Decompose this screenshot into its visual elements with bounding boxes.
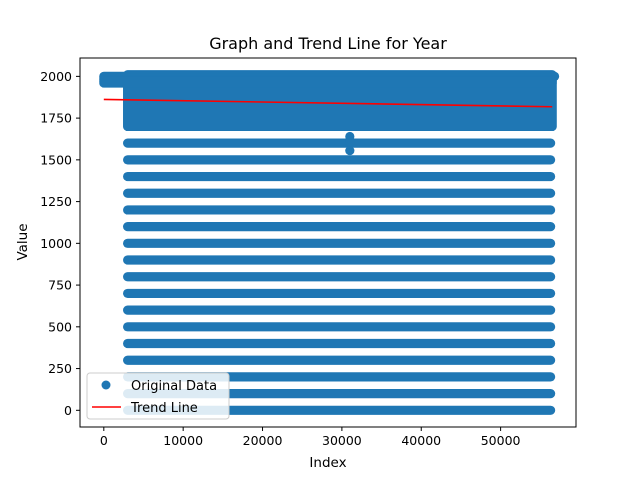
y-tick-label-1750: 1750 <box>40 111 72 126</box>
data-level-1100 <box>123 222 556 232</box>
data-level-1200 <box>123 205 556 215</box>
y-tick-label-500: 500 <box>48 319 72 334</box>
y-tick-label-1250: 1250 <box>40 194 72 209</box>
data-level-200 <box>123 372 556 382</box>
x-axis: 0 10000 20000 30000 40000 50000 <box>100 427 521 448</box>
plot-area <box>99 70 560 415</box>
data-level-900 <box>123 255 556 265</box>
data-level-700 <box>123 288 556 299</box>
data-level-0 <box>123 405 556 415</box>
y-tick-label-1500: 1500 <box>40 152 72 167</box>
y-tick-label-1000: 1000 <box>40 236 72 251</box>
data-level-500 <box>123 322 556 332</box>
x-tick-label-30000: 30000 <box>322 433 362 448</box>
y-axis-label: Value <box>15 223 31 260</box>
y-tick-label-0: 0 <box>64 403 72 418</box>
axes-frame <box>79 57 577 428</box>
data-band-1960 <box>99 78 557 88</box>
data-point-outlier-2 <box>345 146 355 156</box>
data-level-600 <box>123 305 556 315</box>
x-tick-label-0: 0 <box>100 433 108 448</box>
x-tick-label-10000: 10000 <box>163 433 203 448</box>
legend: Original Data Trend Line <box>86 372 230 420</box>
x-tick-label-50000: 50000 <box>481 433 521 448</box>
data-level-1400 <box>123 171 556 182</box>
y-tick-label-2000: 2000 <box>40 69 72 84</box>
legend-label-trend-line: Trend Line <box>130 401 198 416</box>
data-level-1000 <box>123 238 556 248</box>
data-level-400 <box>123 338 556 349</box>
data-level-300 <box>123 355 556 365</box>
x-tick-label-40000: 40000 <box>401 433 441 448</box>
x-axis-label: Index <box>309 455 346 471</box>
legend-label-original-data: Original Data <box>131 379 217 394</box>
data-level-1300 <box>123 188 556 198</box>
x-tick-label-20000: 20000 <box>243 433 283 448</box>
y-tick-label-250: 250 <box>48 361 72 376</box>
legend-marker-original-data <box>101 380 111 390</box>
trend-line <box>103 98 553 108</box>
y-tick-label-750: 750 <box>48 278 72 293</box>
data-level-1500 <box>123 155 556 165</box>
legend-box <box>86 372 230 420</box>
chart-title: Graph and Trend Line for Year <box>209 34 447 53</box>
data-level-800 <box>123 272 556 282</box>
data-point-outlier-1 <box>345 136 355 147</box>
y-axis: 0 250 500 750 1000 1250 1500 1750 2000 <box>40 69 80 418</box>
data-level-100 <box>123 389 556 399</box>
data-level-1600 <box>123 138 556 148</box>
